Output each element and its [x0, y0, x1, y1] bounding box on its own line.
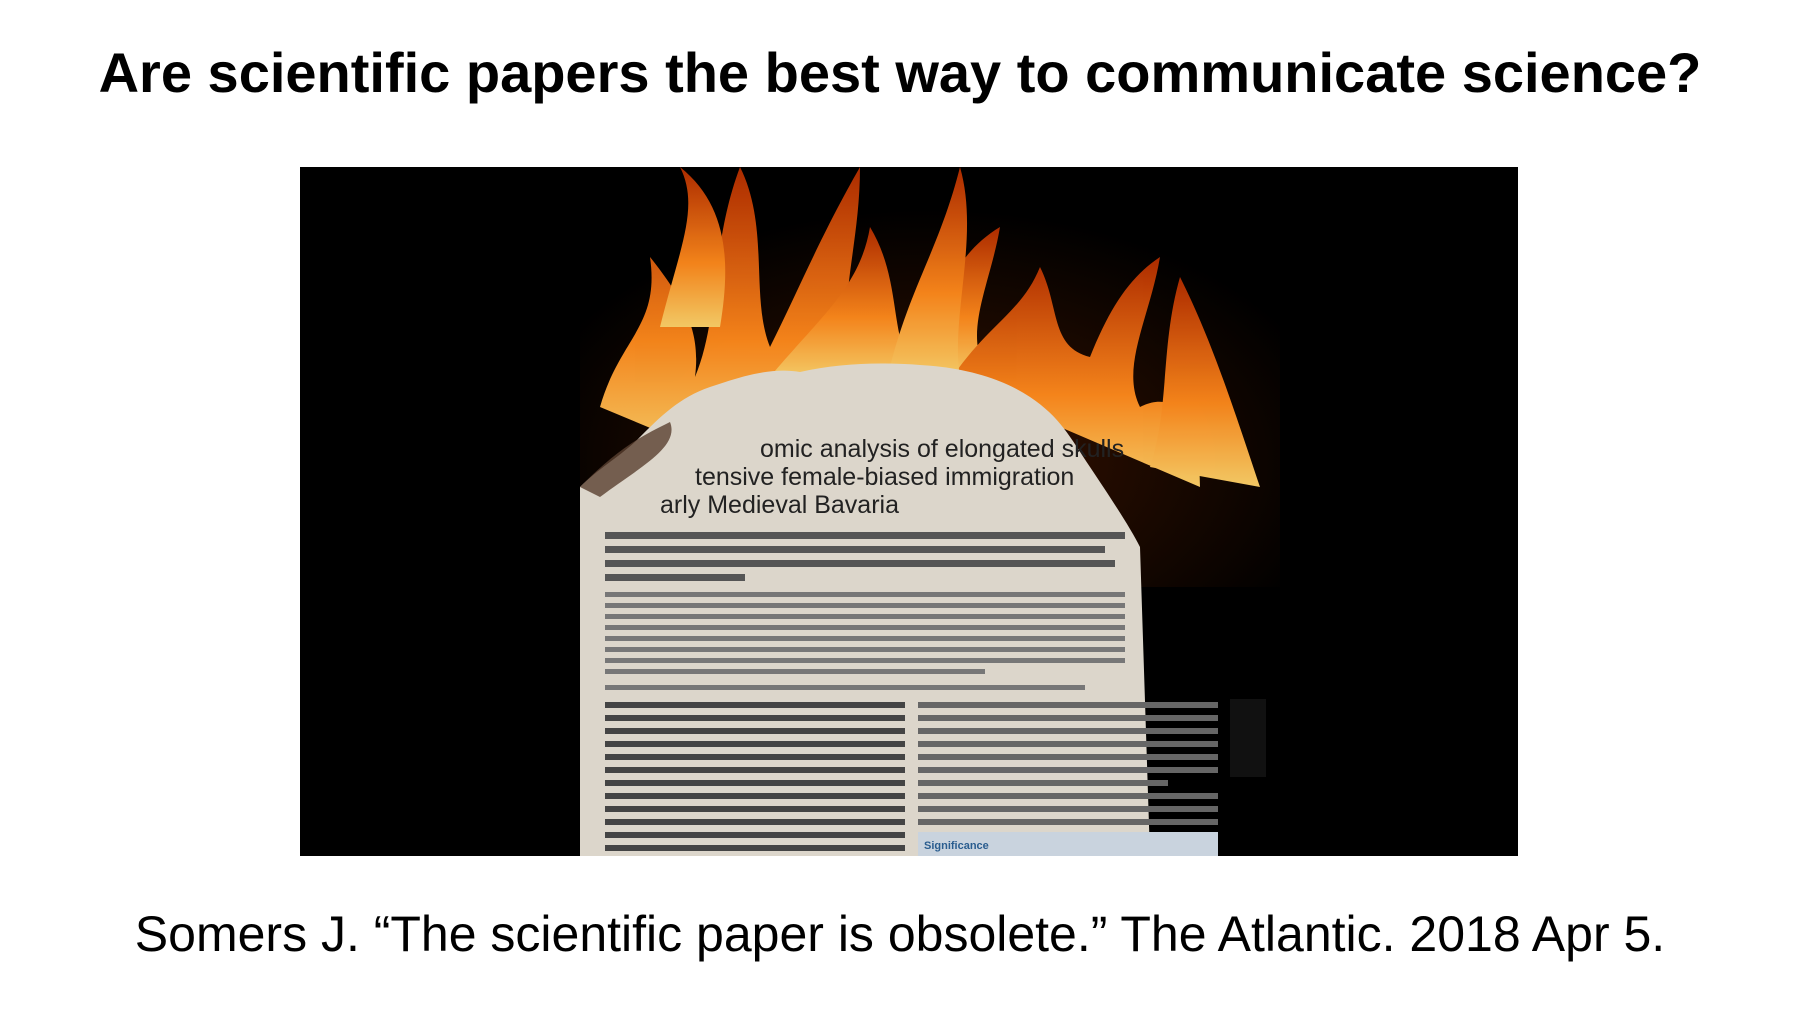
body-lines	[918, 702, 1218, 825]
paper-text-lines	[605, 532, 1125, 581]
section-label: Significance	[924, 840, 989, 852]
flames	[600, 167, 1260, 487]
citation: Somers J. “The scientific paper is obsol…	[134, 906, 1666, 962]
slide-title: Are scientific papers the best way to co…	[98, 41, 1702, 104]
abstract-lines	[605, 702, 905, 851]
burnt-edge	[580, 422, 672, 497]
affiliation-lines	[605, 592, 1125, 690]
significance-box	[918, 832, 1218, 856]
paper-title-line: tensive female-biased immigration	[695, 463, 1074, 491]
paper-title-line: omic analysis of elongated skulls	[760, 435, 1124, 463]
paper-title-line: arly Medieval Bavaria	[660, 491, 899, 519]
burning-paper-photo: omic analysis of elongated skulls tensiv…	[300, 167, 1518, 856]
section-tab	[1230, 699, 1266, 777]
